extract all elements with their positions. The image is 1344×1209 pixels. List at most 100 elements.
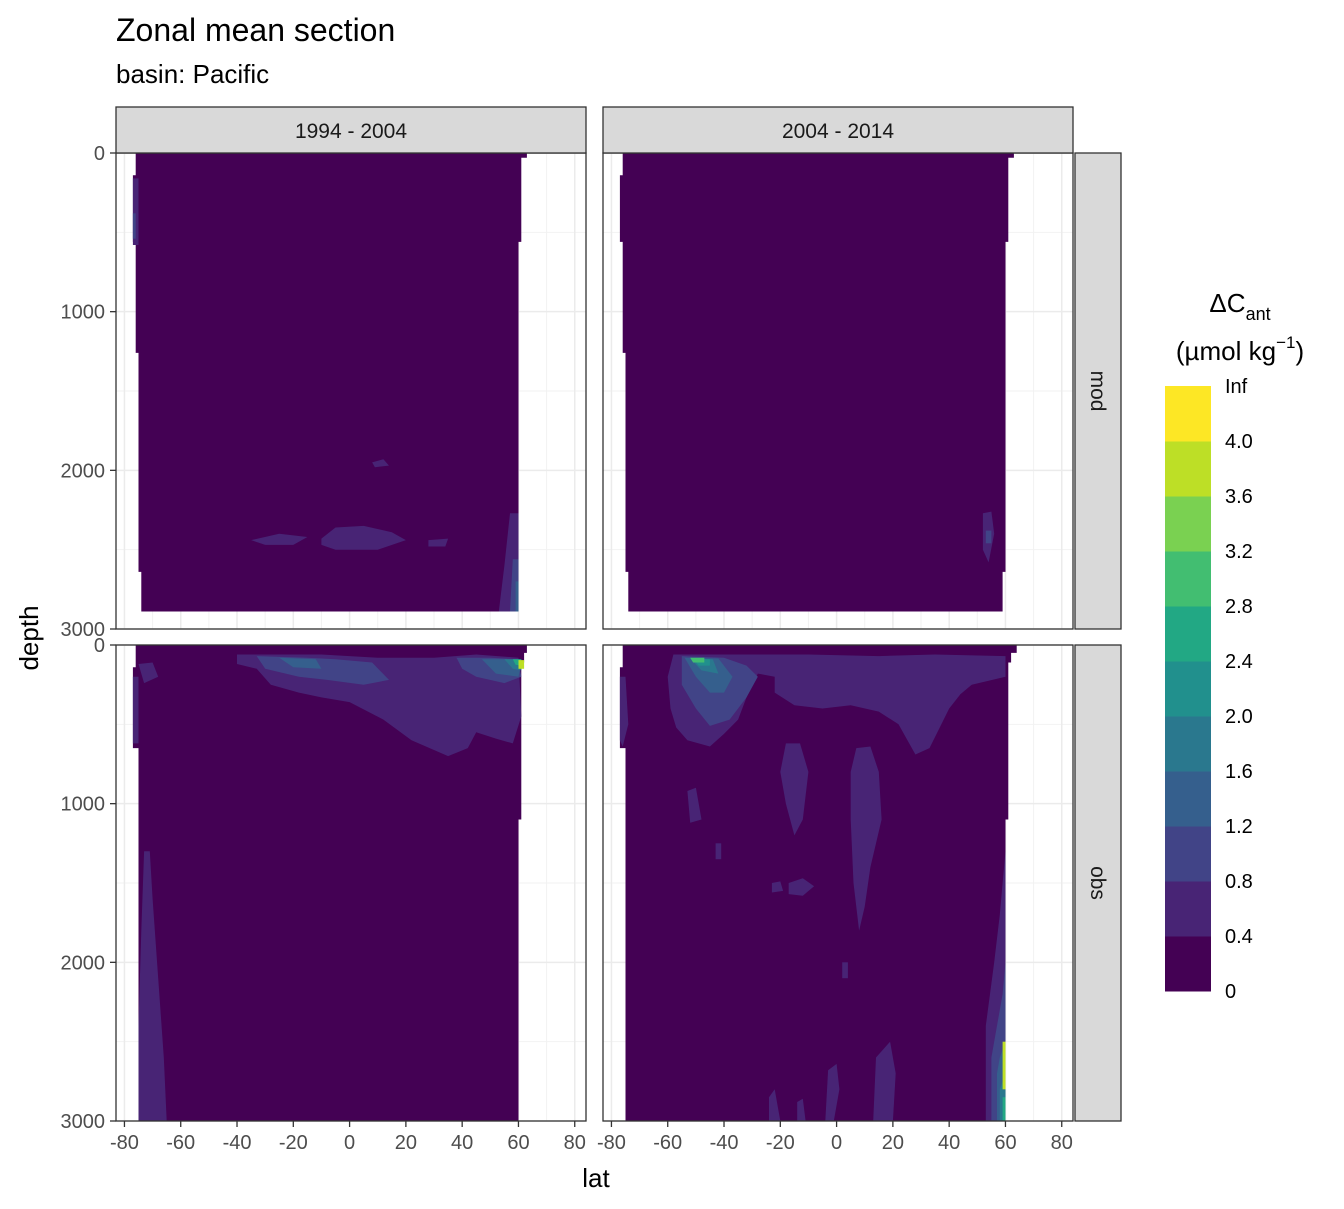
contour-base-region — [619, 153, 1014, 612]
y-tick-label: 0 — [94, 143, 105, 165]
contour-level-1-region — [138, 662, 159, 684]
legend-swatch — [1165, 661, 1211, 717]
contour-base-region — [132, 153, 527, 612]
contour-level-7-region — [690, 657, 705, 663]
x-tick-label: 40 — [451, 1132, 473, 1154]
contour-level-1-region — [132, 676, 139, 744]
legend-title-sub: ant — [1246, 304, 1271, 324]
x-tick-label: 80 — [1051, 1132, 1073, 1154]
legend-swatches — [1165, 386, 1211, 992]
x-axis-label: lat — [582, 1163, 610, 1193]
legend-swatch — [1165, 771, 1211, 827]
contour-panel-2 — [132, 645, 527, 1121]
contour-level-1-region — [619, 676, 629, 747]
legend-label: 0.4 — [1225, 926, 1253, 948]
x-tick-label: -60 — [653, 1132, 682, 1154]
legend-swatch — [1165, 441, 1211, 497]
color-legend: ΔCant (µmol kg−1) Inf 4.0 3.6 3.2 2.8 2.4 2.0 1… — [1165, 288, 1304, 1003]
legend-swatch — [1165, 551, 1211, 607]
panel-border — [602, 644, 1074, 1122]
contour-level-1-region — [842, 962, 848, 979]
y-tick-label: 0 — [94, 635, 105, 657]
contour-level-1-region — [797, 1098, 806, 1121]
contour-panel-0 — [132, 153, 527, 612]
legend-swatch — [1165, 386, 1211, 442]
x-tick-label: 80 — [564, 1132, 586, 1154]
x-tick-label: 0 — [831, 1132, 842, 1154]
contour-level-1-region — [428, 538, 449, 547]
legend-label: 3.2 — [1225, 541, 1253, 563]
legend-swatch — [1165, 606, 1211, 662]
contour-level-1-region — [715, 843, 722, 860]
x-tick-label: -20 — [279, 1132, 308, 1154]
x-tick-label: 60 — [507, 1132, 529, 1154]
x-tick-label: -20 — [766, 1132, 795, 1154]
contour-level-1-region — [372, 459, 389, 468]
contour-level-9-region — [518, 660, 525, 669]
facet-strip-column — [602, 106, 1074, 154]
x-tick-label: 40 — [938, 1132, 960, 1154]
legend-unit-open: (µmol kg — [1176, 336, 1276, 366]
contour-level-6-region — [1002, 1097, 1006, 1121]
y-axis-label: depth — [14, 605, 44, 670]
x-tick-label: 20 — [882, 1132, 904, 1154]
x-tick-label: -40 — [710, 1132, 739, 1154]
contour-level-1-region — [788, 878, 815, 896]
contour-level-9-region — [1002, 1041, 1006, 1090]
legend-unit-sup: −1 — [1276, 333, 1295, 352]
panel-border — [115, 644, 587, 1122]
legend-labels: Inf 4.0 3.6 3.2 2.8 2.4 2.0 1.6 1.2 0.8 0.4 0 — [1225, 376, 1253, 1003]
contour-level-1-region — [771, 881, 784, 893]
facet-strip-row-label: obs — [1086, 866, 1109, 900]
contour-level-1-region — [138, 851, 167, 1121]
legend-swatch — [1165, 936, 1211, 992]
contour-panel-3 — [619, 645, 1017, 1121]
y-tick-label: 3000 — [61, 619, 106, 641]
legend-label: Inf — [1225, 376, 1248, 398]
legend-unit: (µmol kg−1) — [1176, 333, 1304, 366]
chart-subtitle: basin: Pacific — [116, 59, 269, 89]
legend-label: 2.8 — [1225, 596, 1253, 618]
facet-strip-row-label: mod — [1086, 371, 1109, 412]
y-tick-label: 1000 — [61, 302, 106, 324]
legend-label: 1.6 — [1225, 761, 1253, 783]
legend-label: 0.8 — [1225, 871, 1253, 893]
contour-base-region — [619, 645, 1017, 1121]
contour-level-1-region — [687, 787, 702, 823]
legend-unit-close: ) — [1295, 336, 1304, 366]
legend-swatch — [1165, 496, 1211, 552]
x-tick-label: 60 — [994, 1132, 1016, 1154]
facet-strips: 1994 - 2004 2004 - 2014 mod obs — [115, 106, 1122, 1122]
x-tick-label: 0 — [344, 1132, 355, 1154]
contour-level-2-region — [985, 530, 992, 544]
legend-swatch — [1165, 881, 1211, 937]
legend-title-main: ΔC — [1209, 288, 1245, 318]
contour-level-3-region — [279, 657, 322, 669]
x-tick-label: -40 — [223, 1132, 252, 1154]
legend-label: 2.4 — [1225, 651, 1253, 673]
contour-level-1-region — [850, 746, 882, 931]
chart-title: Zonal mean section — [116, 12, 395, 48]
y-tick-label: 3000 — [61, 1111, 106, 1133]
y-tick-label: 2000 — [61, 952, 106, 974]
contour-level-1-region — [873, 1041, 896, 1121]
facet-strip-row — [1074, 644, 1122, 1122]
x-tick-label: 20 — [395, 1132, 417, 1154]
facet-strip-column-label: 1994 - 2004 — [295, 120, 407, 143]
contour-level-1-region — [825, 1063, 840, 1121]
legend-swatch — [1165, 826, 1211, 882]
contour-level-3-region — [684, 657, 733, 693]
contour-level-1-region — [321, 525, 406, 550]
legend-title: ΔCant — [1209, 288, 1270, 324]
contour-level-1-region — [237, 654, 522, 757]
facet-strip-column — [115, 106, 587, 154]
contour-level-1-region — [780, 743, 809, 836]
contour-level-1-region — [769, 1089, 781, 1121]
legend-swatch — [1165, 716, 1211, 772]
legend-label: 1.2 — [1225, 816, 1253, 838]
contour-level-2-region — [132, 213, 136, 239]
legend-label: 4.0 — [1225, 431, 1253, 453]
facet-strip-column-label: 2004 - 2014 — [782, 120, 894, 143]
x-tick-label: -80 — [110, 1132, 139, 1154]
